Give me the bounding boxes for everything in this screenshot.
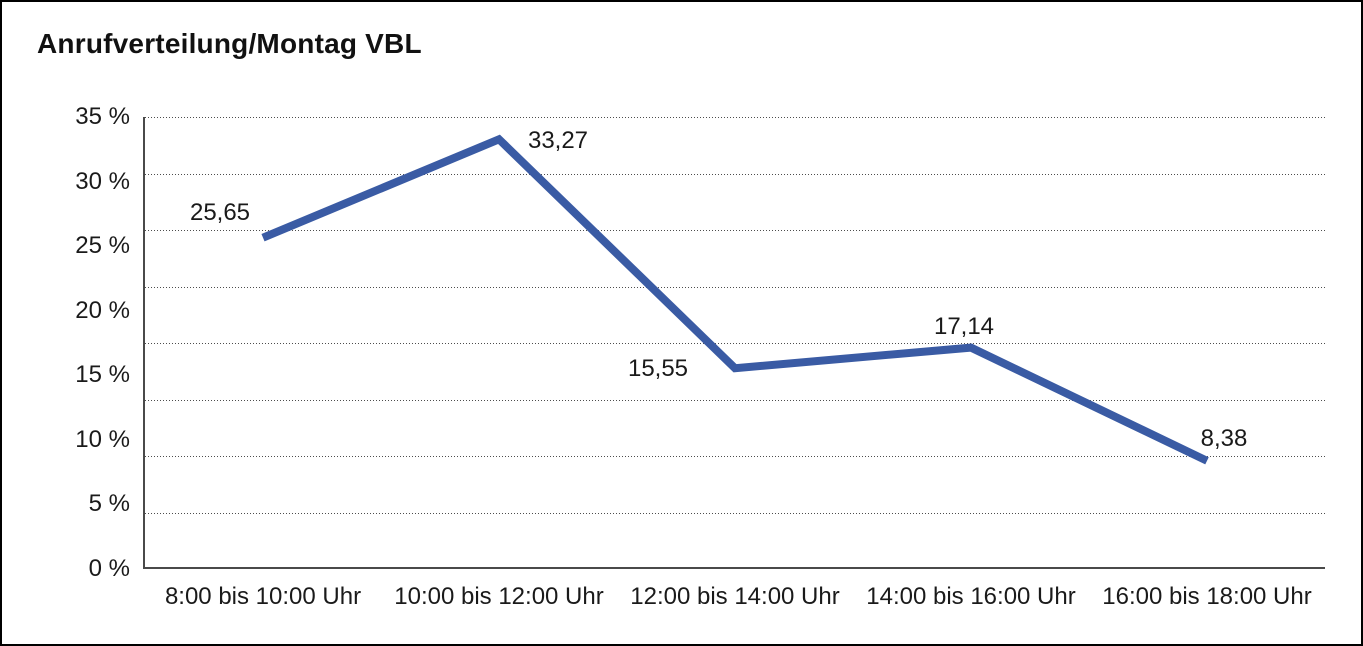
chart-title: Anrufverteilung/Montag VBL [37,28,422,59]
y-tick-label: 15 % [75,361,130,389]
gridline [145,456,1325,457]
x-category-label: 16:00 bis 18:00 Uhr [1102,583,1312,610]
y-tick-label: 0 % [88,555,130,582]
gridline [145,512,1325,514]
x-category-label: 12:00 bis 14:00 Uhr [630,583,840,610]
data-point-label: 15,55 [627,355,689,383]
data-point-label: 8,38 [1200,424,1248,452]
x-category-label: 10:00 bis 12:00 Uhr [394,583,604,610]
gridline [145,117,1325,118]
y-tick-label: 20 % [75,296,130,324]
y-tick-label: 10 % [75,425,130,453]
gridline [145,399,1325,401]
data-point-label: 17,14 [933,312,995,340]
gridline [145,230,1325,231]
y-tick-label: 25 % [75,232,130,260]
y-axis-line [143,117,145,569]
gridline [145,343,1325,344]
gridline [145,286,1325,288]
y-tick-label: 5 % [88,490,130,518]
y-tick-label: 35 % [75,103,130,130]
y-tick-label: 30 % [75,167,130,195]
data-point-label: 33,27 [527,127,589,155]
x-category-label: 14:00 bis 16:00 Uhr [866,583,1076,610]
line-series [261,134,1209,465]
x-axis-line [143,567,1325,569]
data-point-label: 25,65 [189,198,251,226]
gridline [145,173,1325,175]
x-category-label: 8:00 bis 10:00 Uhr [164,583,362,610]
